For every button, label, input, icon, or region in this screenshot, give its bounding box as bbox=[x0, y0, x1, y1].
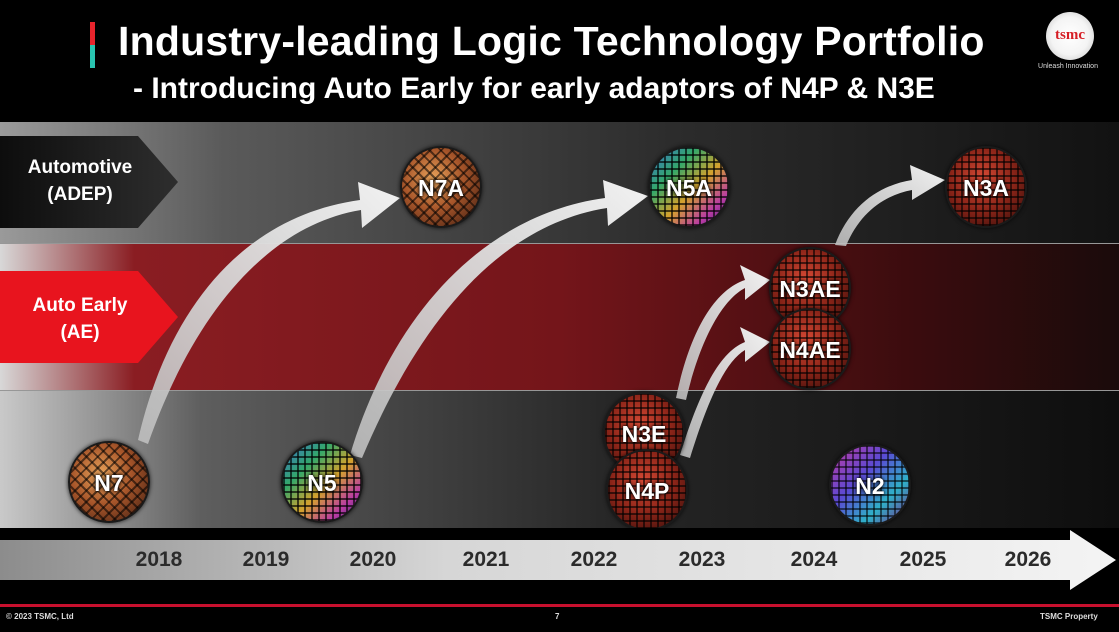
auto-early-tag-line1: Auto Early bbox=[32, 295, 128, 316]
year-label: 2025 bbox=[899, 548, 947, 571]
year-label: 2021 bbox=[462, 548, 510, 571]
year-label: 2023 bbox=[678, 548, 726, 571]
wafer-n4p: N4P bbox=[606, 449, 688, 531]
wafer-n4ae: N4AE bbox=[769, 308, 851, 390]
wafer-n3ae-label: N3AE bbox=[779, 276, 841, 302]
wafer-n7: N7 bbox=[68, 441, 150, 523]
wafer-n7a-label: N7A bbox=[417, 175, 464, 201]
wafer-n5-label: N5 bbox=[307, 470, 337, 496]
year-label: 2026 bbox=[1004, 548, 1052, 571]
year-label: 2020 bbox=[349, 548, 397, 571]
band-divider bbox=[0, 243, 1119, 244]
auto-early-tag-shape bbox=[0, 271, 178, 363]
year-label: 2019 bbox=[242, 548, 290, 571]
wafer-n5a-label: N5A bbox=[665, 175, 712, 201]
title-accent-bar bbox=[90, 22, 95, 68]
automotive-tag-shape bbox=[0, 136, 178, 228]
wafer-n7a: N7A bbox=[400, 146, 482, 228]
footer-page-number: 7 bbox=[555, 612, 560, 621]
arrow-n3e-to-n3ae bbox=[676, 265, 770, 400]
wafer-n7-label: N7 bbox=[94, 470, 124, 496]
slide-title: Industry-leading Logic Technology Portfo… bbox=[118, 18, 985, 64]
arrow-n5-to-n5a bbox=[350, 180, 648, 458]
logo-text: tsmc bbox=[1055, 27, 1085, 43]
arrow-n3ae-to-n3a bbox=[835, 165, 945, 246]
arrow-n7-to-n7a bbox=[138, 182, 400, 444]
wafer-n5: N5 bbox=[281, 441, 363, 523]
year-label: 2024 bbox=[790, 548, 838, 571]
year-label: 2018 bbox=[135, 548, 183, 571]
automotive-tag-line2: (ADEP) bbox=[47, 184, 113, 205]
footer-property: TSMC Property bbox=[1040, 612, 1098, 621]
wafer-n5a: N5A bbox=[648, 146, 730, 228]
footer bbox=[0, 607, 1119, 632]
standard-band bbox=[0, 391, 1119, 528]
wafer-n3a: N3A bbox=[945, 146, 1027, 228]
band-divider bbox=[0, 390, 1119, 391]
timeline-arrow bbox=[0, 530, 1116, 590]
automotive-tag: Automotive (ADEP) bbox=[0, 136, 180, 228]
footer-copyright: © 2023 TSMC, Ltd bbox=[6, 612, 74, 621]
automotive-tag-line1: Automotive bbox=[27, 157, 133, 178]
auto-early-tag: Auto Early (AE) bbox=[0, 271, 180, 363]
year-label: 2022 bbox=[570, 548, 618, 571]
wafer-n3e-label: N3E bbox=[621, 421, 667, 447]
wafer-n2: N2 bbox=[829, 444, 911, 526]
tsmc-logo: tsmc bbox=[1046, 12, 1094, 60]
wafer-n3a-label: N3A bbox=[962, 175, 1009, 201]
header: Industry-leading Logic Technology Portfo… bbox=[0, 0, 1119, 122]
arrow-n4p-to-n4ae bbox=[680, 327, 770, 458]
auto-early-tag-line2: (AE) bbox=[60, 322, 100, 343]
logo-tagline: Unleash Innovation bbox=[1038, 63, 1098, 70]
slide-subtitle: - Introducing Auto Early for early adapt… bbox=[133, 72, 935, 105]
footer-accent-line bbox=[0, 604, 1119, 607]
wafer-n4ae-label: N4AE bbox=[779, 337, 841, 363]
wafer-n2-label: N2 bbox=[855, 473, 885, 499]
wafer-n4p-label: N4P bbox=[624, 478, 670, 504]
